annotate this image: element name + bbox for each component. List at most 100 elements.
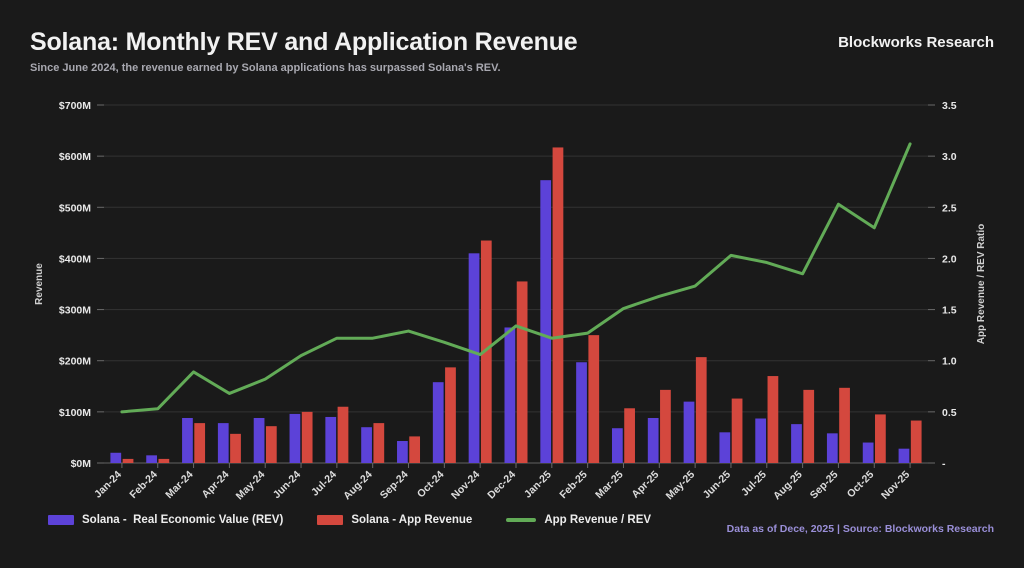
- x-tick-label: Aug-25: [771, 469, 805, 503]
- bar-app: [516, 281, 528, 463]
- bar-app: [731, 398, 743, 463]
- bar-rev: [468, 253, 480, 463]
- y-tick-label-right: 2.5: [942, 202, 957, 214]
- x-tick-label: Dec-24: [485, 469, 518, 502]
- legend-item-app[interactable]: Solana - App Revenue: [317, 514, 472, 526]
- legend-swatch-ratio: [506, 518, 537, 522]
- bar-rev: [504, 327, 516, 463]
- ratio-polyline: [120, 142, 912, 414]
- bar-rev: [146, 455, 157, 463]
- bar-rev: [397, 441, 408, 463]
- legend-item-rev[interactable]: Solana - Real Economic Value (REV): [48, 514, 283, 526]
- bars-app-series: [122, 147, 922, 463]
- x-tick-label: Sep-24: [378, 469, 411, 502]
- bar-rev: [576, 362, 587, 463]
- x-tick-label: Oct-24: [415, 469, 447, 501]
- y-tick-label-right: 3.0: [942, 151, 957, 163]
- x-tick-label: Jan-24: [92, 469, 124, 501]
- y-tick-label-left: $100M: [59, 407, 91, 419]
- chart-legend: Solana - Real Economic Value (REV) Solan…: [48, 514, 651, 526]
- x-tick-label: Sep-25: [808, 469, 841, 502]
- source-note: Data as of Dece, 2025 | Source: Blockwor…: [726, 523, 994, 535]
- bar-app: [194, 423, 206, 463]
- bar-rev: [683, 401, 695, 463]
- bar-app: [803, 389, 815, 463]
- y-tick-label-right: -: [942, 458, 946, 470]
- bar-rev: [110, 452, 122, 463]
- x-tick-label: Jul-24: [309, 469, 339, 499]
- x-tick-label: Nov-24: [449, 469, 482, 502]
- bar-rev: [182, 417, 193, 463]
- bar-rev: [898, 448, 910, 463]
- bar-rev: [432, 382, 444, 463]
- x-tick-label: Mar-25: [593, 469, 626, 502]
- bar-rev: [647, 417, 659, 463]
- legend-label-rev: Solana - Real Economic Value (REV): [82, 514, 284, 526]
- x-tick-label: Feb-24: [127, 469, 160, 502]
- legend-item-ratio[interactable]: App Revenue / REV: [506, 514, 651, 526]
- x-tick-label: May-24: [234, 469, 268, 503]
- legend-swatch-rev: [48, 515, 74, 525]
- bar-rev: [719, 432, 731, 463]
- y-tick-label-right: 1.5: [942, 305, 957, 317]
- x-tick-label: Jul-25: [739, 469, 769, 499]
- bar-rev: [826, 433, 838, 463]
- bar-rev: [289, 413, 301, 463]
- bar-app: [695, 357, 707, 463]
- bar-app: [122, 458, 134, 463]
- bar-app: [588, 335, 600, 463]
- bar-rev: [755, 418, 767, 463]
- y-tick-label-left: $300M: [59, 305, 91, 317]
- y-tick-label-left: $400M: [59, 253, 91, 265]
- y-axis-left-label: Revenue: [34, 263, 45, 305]
- legend-label-ratio: App Revenue / REV: [544, 514, 652, 526]
- bar-rev: [253, 417, 265, 463]
- x-tick-label: Nov-25: [879, 469, 912, 502]
- bar-rev: [361, 427, 372, 463]
- bar-app: [230, 433, 241, 463]
- legend-label-app: Solana - App Revenue: [351, 514, 473, 526]
- bar-app: [624, 408, 635, 463]
- y-tick-label-right: 1.0: [942, 356, 957, 368]
- bar-app: [445, 367, 456, 463]
- x-tick-label: Aug-24: [341, 469, 375, 503]
- x-tick-label: Jun-25: [701, 469, 734, 502]
- bar-app: [373, 423, 385, 463]
- ratio-line-series: [120, 142, 912, 414]
- y-axis-left-ticks: $0M $100M $200M $300M $400M $500M $600M $700M: [59, 100, 104, 470]
- y-tick-label-left: $0M: [71, 458, 92, 470]
- bar-app: [265, 426, 277, 463]
- x-tick-label: Jan-25: [522, 469, 554, 501]
- y-tick-label-right: 0.5: [942, 407, 957, 419]
- bar-app: [158, 458, 170, 463]
- y-tick-label-left: $200M: [59, 356, 91, 368]
- bar-rev: [325, 416, 337, 463]
- page-title: Solana: Monthly REV and Application Reve…: [30, 28, 578, 56]
- bar-app: [409, 436, 421, 463]
- bar-app: [875, 414, 886, 463]
- bar-app: [839, 387, 850, 463]
- bar-app: [910, 420, 922, 463]
- bar-rev: [862, 442, 874, 463]
- bar-rev: [611, 428, 623, 463]
- bar-app: [767, 376, 779, 463]
- bar-app: [552, 147, 564, 463]
- chart-subtitle: Since June 2024, the revenue earned by S…: [30, 62, 501, 74]
- y-tick-label-left: $700M: [59, 100, 91, 112]
- bar-rev: [540, 180, 552, 463]
- y-axis-right-ticks: - 0.5 1.0 1.5 2.0 2.5 3.0 3.5: [928, 100, 957, 470]
- bar-app: [480, 240, 492, 463]
- y-tick-label-left: $500M: [59, 202, 91, 214]
- x-tick-label: May-25: [664, 469, 698, 503]
- y-tick-label-left: $600M: [59, 151, 91, 163]
- x-tick-label: Oct-25: [845, 469, 877, 501]
- y-tick-label-right: 3.5: [942, 100, 957, 112]
- x-axis-ticks: Jan-24 Feb-24 Mar-24 Apr-24 May-24 Jun-24 Jul-…: [92, 463, 912, 502]
- bar-app: [660, 389, 671, 463]
- x-tick-label: Feb-25: [557, 469, 590, 502]
- x-tick-label: Mar-24: [163, 469, 196, 502]
- x-tick-label: Jun-24: [271, 469, 304, 502]
